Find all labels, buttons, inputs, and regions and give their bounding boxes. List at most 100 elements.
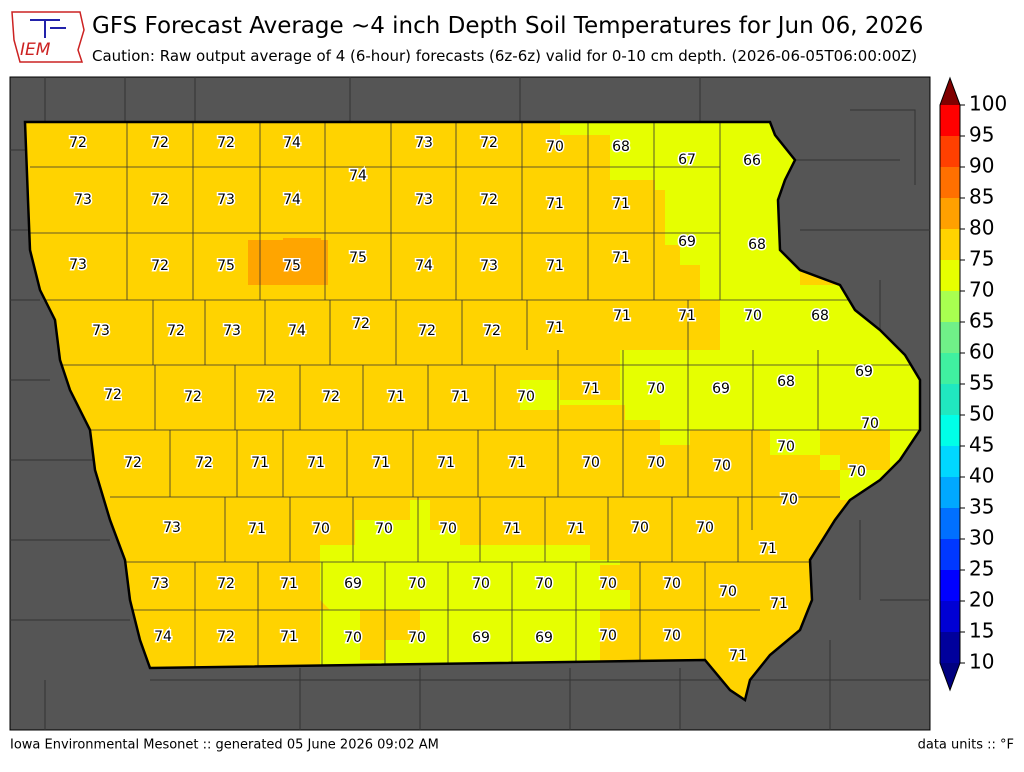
county-value: 72 bbox=[151, 135, 169, 151]
county-value: 70 bbox=[599, 628, 617, 644]
county-value: 70 bbox=[535, 576, 553, 592]
county-value: 72 bbox=[257, 389, 275, 405]
county-value: 69 bbox=[535, 630, 553, 646]
colorbar-tick-label: 15 bbox=[969, 619, 994, 643]
county-value: 70 bbox=[312, 521, 330, 537]
colorbar-segment bbox=[940, 167, 960, 198]
county-value: 73 bbox=[74, 192, 92, 208]
county-value: 68 bbox=[748, 237, 766, 253]
county-value: 71 bbox=[248, 521, 266, 537]
colorbar-segment bbox=[940, 384, 960, 415]
county-value: 70 bbox=[744, 308, 762, 324]
county-value: 72 bbox=[480, 135, 498, 151]
colorbar-tick-label: 70 bbox=[969, 278, 994, 302]
colorbar-tick-label: 40 bbox=[969, 464, 994, 488]
colorbar-segment bbox=[940, 136, 960, 167]
county-value: 73 bbox=[151, 576, 169, 592]
county-value: 71 bbox=[770, 596, 788, 612]
county-value: 71 bbox=[451, 389, 469, 405]
county-value: 73 bbox=[163, 520, 181, 536]
county-value: 71 bbox=[372, 455, 390, 471]
county-value: 70 bbox=[631, 520, 649, 536]
county-value: 71 bbox=[387, 389, 405, 405]
county-value: 70 bbox=[713, 458, 731, 474]
temperature-fill bbox=[30, 122, 920, 668]
colorbar-tick-label: 60 bbox=[969, 340, 994, 364]
colorbar-tick-label: 95 bbox=[969, 123, 994, 147]
county-value: 73 bbox=[92, 323, 110, 339]
county-value: 74 bbox=[349, 168, 367, 184]
county-value: 72 bbox=[69, 135, 87, 151]
county-value: 72 bbox=[104, 387, 122, 403]
county-value: 72 bbox=[483, 323, 501, 339]
county-value: 70 bbox=[780, 492, 798, 508]
county-value: 75 bbox=[217, 258, 235, 274]
colorbar-segment bbox=[940, 322, 960, 353]
colorbar-tick-label: 50 bbox=[969, 402, 994, 426]
colorbar-tick-label: 80 bbox=[969, 216, 994, 240]
county-value: 73 bbox=[69, 257, 87, 273]
county-value: 73 bbox=[415, 192, 433, 208]
county-value: 75 bbox=[283, 258, 301, 274]
county-value: 70 bbox=[472, 576, 490, 592]
county-value: 70 bbox=[582, 455, 600, 471]
colorbar-segment bbox=[940, 446, 960, 477]
colorbar-segment bbox=[940, 601, 960, 632]
county-value: 72 bbox=[217, 135, 235, 151]
colorbar-tick-label: 75 bbox=[969, 247, 994, 271]
county-value: 72 bbox=[151, 258, 169, 274]
county-value: 66 bbox=[743, 153, 761, 169]
county-values: 72 72 72 74 73 72 70 68 67 66 74 73 72 73 74 73 72 71 71 69… bbox=[68, 134, 881, 666]
colorbar-segment bbox=[940, 570, 960, 601]
county-value: 72 bbox=[322, 389, 340, 405]
county-value: 71 bbox=[280, 629, 298, 645]
county-value: 72 bbox=[167, 323, 185, 339]
county-value: 70 bbox=[375, 521, 393, 537]
colorbar-tick-label: 90 bbox=[969, 154, 994, 178]
logo-text: IEM bbox=[20, 40, 51, 60]
colorbar-under bbox=[940, 663, 960, 690]
county-value: 71 bbox=[280, 576, 298, 592]
colorbar-tick-label: 85 bbox=[969, 185, 994, 209]
colorbar-segment bbox=[940, 353, 960, 384]
county-value: 70 bbox=[647, 381, 665, 397]
logo: IEM bbox=[11, 11, 85, 63]
county-value: 75 bbox=[349, 250, 367, 266]
county-value: 71 bbox=[582, 381, 600, 397]
county-value: 74 bbox=[288, 323, 306, 339]
colorbar-segment bbox=[940, 260, 960, 291]
county-value: 70 bbox=[663, 576, 681, 592]
county-value: 71 bbox=[567, 521, 585, 537]
county-value: 71 bbox=[546, 258, 564, 274]
county-value: 70 bbox=[663, 628, 681, 644]
colorbar-tick-label: 10 bbox=[969, 650, 994, 674]
title: GFS Forecast Average ~4 inch Depth Soil … bbox=[92, 13, 923, 39]
colorbar-tick-label: 65 bbox=[969, 309, 994, 333]
county-value: 70 bbox=[344, 630, 362, 646]
county-value: 73 bbox=[223, 323, 241, 339]
colorbar-segment bbox=[940, 508, 960, 539]
county-value: 70 bbox=[408, 576, 426, 592]
county-value: 72 bbox=[217, 629, 235, 645]
county-value: 69 bbox=[678, 234, 696, 250]
county-value: 72 bbox=[217, 576, 235, 592]
colorbar-tick-label: 25 bbox=[969, 557, 994, 581]
footer-right: data units :: °F bbox=[918, 738, 1014, 753]
neighbor-borders bbox=[10, 77, 930, 730]
county-value: 71 bbox=[612, 196, 630, 212]
county-value: 69 bbox=[855, 364, 873, 380]
county-value: 74 bbox=[283, 192, 301, 208]
colorbar-tick-label: 30 bbox=[969, 526, 994, 550]
colorbar-tick-label: 55 bbox=[969, 371, 994, 395]
county-value: 71 bbox=[508, 455, 526, 471]
colorbar-segment bbox=[940, 291, 960, 322]
county-value: 72 bbox=[352, 316, 370, 332]
county-value: 74 bbox=[415, 258, 433, 274]
colorbar-segment bbox=[940, 105, 960, 136]
county-value: 71 bbox=[251, 455, 269, 471]
county-value: 70 bbox=[439, 521, 457, 537]
county-value: 71 bbox=[759, 541, 777, 557]
county-value: 72 bbox=[151, 192, 169, 208]
county-value: 70 bbox=[696, 520, 714, 536]
county-value: 68 bbox=[811, 308, 829, 324]
